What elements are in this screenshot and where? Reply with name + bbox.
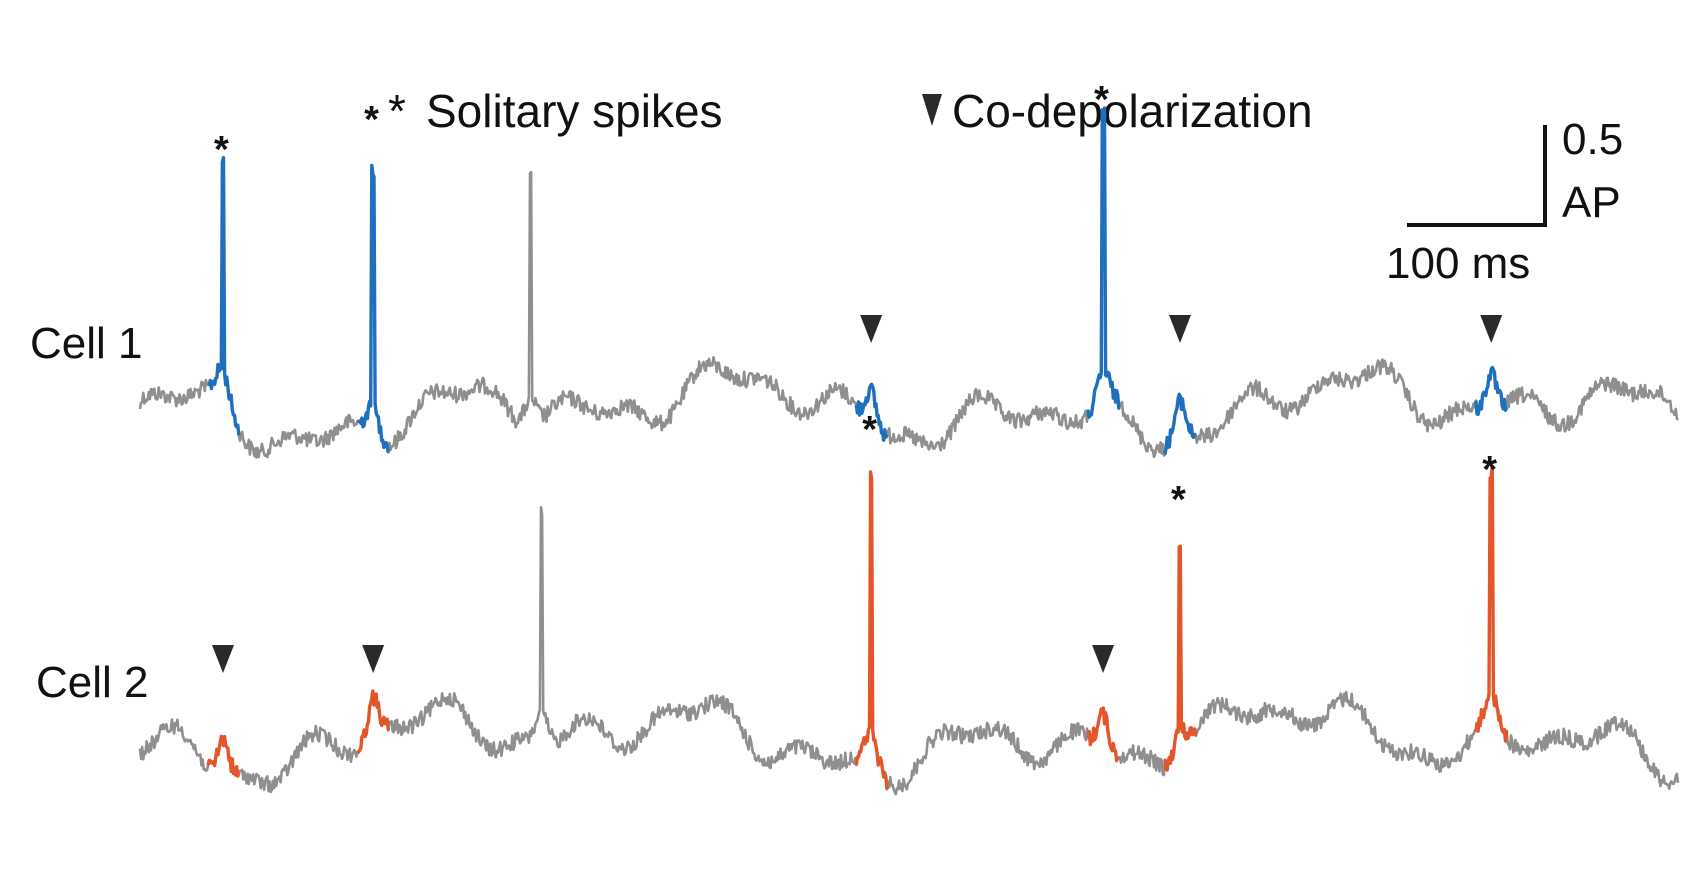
solitary-spike-event: [1086, 106, 1121, 419]
co-depolarization-event: [206, 734, 241, 778]
solitary-spike-marker: *: [1482, 449, 1497, 491]
solitary-spike-marker: *: [862, 409, 877, 451]
solitary-spike-event: [207, 156, 241, 436]
legend-triangle-icon: [922, 94, 942, 126]
solitary-spike-event: [1163, 544, 1198, 772]
solitary-spike-marker: *: [1094, 79, 1109, 121]
co-depolarization-marker: [1168, 315, 1191, 343]
solitary-spike-event: [854, 470, 889, 790]
scale-bar: 0.5 AP 100 ms: [1386, 115, 1623, 288]
solitary-spike-event: [356, 163, 390, 453]
legend-solitary-label: Solitary spikes: [426, 85, 723, 137]
co-depolarization-marker: [1480, 315, 1503, 343]
scale-time-label: 100 ms: [1386, 239, 1530, 288]
baseline-trace: [138, 465, 1680, 796]
co-depolarization-event: [1163, 392, 1197, 455]
legend: * Solitary spikes Co-depolarization: [388, 85, 1313, 137]
solitary-spike-event: [1474, 464, 1509, 743]
co-depolarization-marker: [362, 645, 385, 673]
event-markers: ** ****: [212, 79, 1503, 673]
co-depolarization-event: [854, 382, 889, 442]
legend-codep-label: Co-depolarization: [952, 85, 1313, 137]
cell-2-label: Cell 2: [36, 658, 149, 707]
baseline-trace: [138, 106, 1679, 459]
trace-cell-2: [138, 464, 1680, 796]
co-depolarization-marker: [1092, 645, 1115, 673]
scale-amplitude-value: 0.5: [1562, 115, 1623, 164]
co-depolarization-event: [1474, 365, 1509, 416]
legend-star-symbol: *: [388, 85, 406, 137]
co-depolarization-event: [356, 689, 390, 755]
co-depolarization-event: [1086, 706, 1120, 763]
co-depolarization-marker: [212, 645, 235, 673]
solitary-spike-marker: *: [364, 99, 379, 141]
trace-cell-1: [138, 106, 1679, 459]
cell-1-label: Cell 1: [30, 319, 143, 368]
co-depolarization-marker: [860, 315, 883, 343]
solitary-spike-marker: *: [214, 129, 229, 171]
solitary-spike-marker: *: [1171, 479, 1186, 521]
scale-amplitude-unit: AP: [1562, 178, 1621, 227]
